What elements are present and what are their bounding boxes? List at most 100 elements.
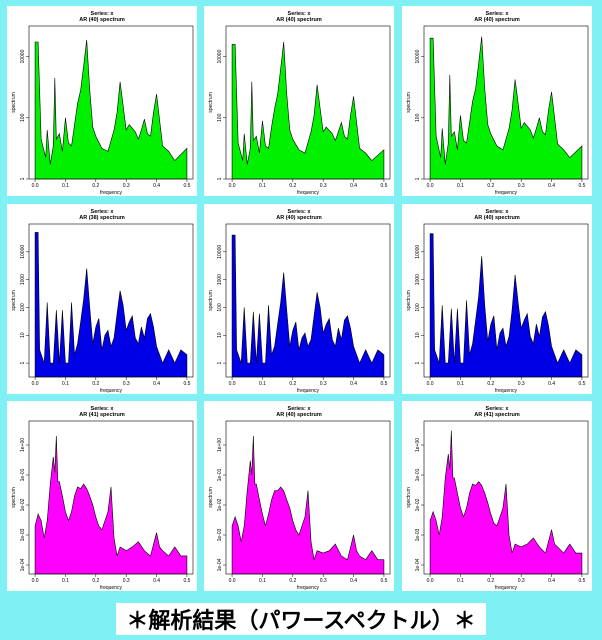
x-tick-label: 0.2: [487, 578, 494, 584]
x-tick-label: 0.0: [427, 183, 434, 189]
y-tick-label: 1: [217, 361, 223, 364]
x-axis-label: frequency: [297, 388, 319, 394]
x-tick-label: 0.5: [183, 381, 190, 387]
x-axis-label: frequency: [100, 585, 122, 591]
x-tick-label: 0.3: [320, 183, 327, 189]
y-tick-label: 100: [415, 303, 421, 312]
y-axis-label: spectrum: [208, 290, 214, 311]
x-tick-label: 0.4: [350, 381, 357, 387]
x-tick-label: 0.2: [289, 183, 296, 189]
y-tick-label: 1e-02: [20, 498, 26, 511]
x-tick-label: 0.4: [548, 183, 555, 189]
x-axis-label: frequency: [297, 190, 319, 196]
x-tick-label: 0.1: [62, 381, 69, 387]
x-tick-label: 0.5: [380, 381, 387, 387]
x-tick-label: 0.3: [518, 381, 525, 387]
y-tick-label: 1e-03: [415, 528, 421, 541]
x-tick-label: 0.0: [32, 183, 39, 189]
y-axis-label: spectrum: [208, 487, 214, 508]
x-tick-label: 0.0: [229, 381, 236, 387]
y-tick-label: 1e-01: [217, 468, 223, 481]
plot-frame: [423, 420, 589, 575]
spectrum-panel: Series: x AR (40) spectrum 0.0 0.1 0.2 0.3 0.4…: [204, 401, 394, 591]
x-tick-label: 0.2: [289, 381, 296, 387]
chart-subtitle: AR (40) spectrum: [474, 17, 520, 23]
chart-title: Series: x: [288, 209, 312, 215]
x-tick-label: 0.3: [320, 578, 327, 584]
x-tick-label: 0.2: [487, 381, 494, 387]
y-tick-label: 1e-01: [415, 468, 421, 481]
chart-title: Series: x: [288, 11, 312, 17]
spectrum-panel: Series: x AR (40) spectrum 0.0 0.1 0.2 0.3 0.4…: [7, 6, 197, 196]
y-tick-label: 1000: [20, 274, 26, 285]
plot-frame: [423, 25, 589, 180]
x-tick-label: 0.5: [578, 578, 585, 584]
x-tick-label: 0.2: [92, 183, 99, 189]
chart-title: Series: x: [91, 209, 115, 215]
spectrum-area: [429, 430, 583, 575]
y-axis-label: spectrum: [406, 290, 412, 311]
x-tick-label: 0.1: [259, 183, 266, 189]
x-tick-label: 0.1: [259, 578, 266, 584]
spectrum-panel: Series: x AR (38) spectrum 0.0 0.1 0.2 0.3 0.4…: [7, 204, 197, 394]
y-tick-label: 100: [20, 113, 26, 122]
x-tick-label: 0.2: [289, 578, 296, 584]
y-tick-label: 1: [20, 361, 26, 364]
x-tick-label: 0.1: [457, 183, 464, 189]
chart-title: Series: x: [486, 406, 510, 412]
spectrum-area: [429, 233, 583, 378]
x-axis-label: frequency: [100, 190, 122, 196]
plot-frame: [28, 25, 194, 180]
chart-title: Series: x: [91, 406, 115, 412]
spectrum-chart: Series: xAR (40) spectrum 0.0 0.1 0.2 0.3 0.4…: [208, 406, 391, 591]
plot-frame: [28, 223, 194, 378]
y-axis-label: spectrum: [11, 487, 17, 508]
y-tick-label: 1: [415, 361, 421, 364]
x-tick-label: 0.0: [427, 381, 434, 387]
chart-subtitle: AR (40) spectrum: [276, 17, 322, 23]
x-tick-label: 0.1: [457, 578, 464, 584]
x-tick-label: 0.4: [350, 578, 357, 584]
spectrum-chart: Series: xAR (41) spectrum 0.0 0.1 0.2 0.3 0.4…: [11, 406, 194, 591]
x-axis-label: frequency: [297, 585, 319, 591]
spectrum-chart: Series: xAR (40) spectrum 0.0 0.1 0.2 0.3 0.4…: [208, 11, 391, 196]
x-tick-label: 0.5: [578, 183, 585, 189]
y-tick-label: 1e-03: [20, 528, 26, 541]
chart-title: Series: x: [288, 406, 312, 412]
y-tick-label: 100: [217, 303, 223, 312]
y-tick-label: 10: [20, 332, 26, 338]
y-tick-label: 10000: [217, 245, 223, 259]
x-tick-label: 0.4: [153, 183, 160, 189]
x-tick-label: 0.2: [92, 578, 99, 584]
y-tick-label: 10: [217, 332, 223, 338]
x-tick-label: 0.4: [350, 183, 357, 189]
spectrum-area: [231, 234, 385, 378]
spectrum-area: [34, 435, 188, 575]
x-tick-label: 0.3: [123, 381, 130, 387]
spectrum-chart: Series: xAR (40) spectrum 0.0 0.1 0.2 0.3 0.4…: [406, 11, 589, 196]
chart-subtitle: AR (41) spectrum: [474, 412, 520, 418]
y-tick-label: 1e-04: [415, 558, 421, 571]
y-tick-label: 1: [20, 177, 26, 180]
spectrum-chart: Series: xAR (40) spectrum 0.0 0.1 0.2 0.3 0.4…: [406, 209, 589, 394]
x-tick-label: 0.5: [183, 183, 190, 189]
chart-title: Series: x: [486, 209, 510, 215]
plot-frame: [225, 25, 391, 180]
chart-subtitle: AR (40) spectrum: [276, 412, 322, 418]
x-tick-label: 0.5: [578, 381, 585, 387]
chart-title: Series: x: [486, 11, 510, 17]
x-tick-label: 0.3: [518, 183, 525, 189]
y-tick-label: 1e-02: [415, 498, 421, 511]
y-tick-label: 1e-04: [20, 558, 26, 571]
spectrum-chart: Series: xAR (38) spectrum 0.0 0.1 0.2 0.3 0.4…: [11, 209, 194, 394]
x-tick-label: 0.5: [380, 183, 387, 189]
spectrum-area: [34, 232, 188, 378]
x-tick-label: 0.5: [183, 578, 190, 584]
x-tick-label: 0.3: [123, 183, 130, 189]
spectrum-chart: Series: xAR (40) spectrum 0.0 0.1 0.2 0.3 0.4…: [11, 11, 194, 196]
y-tick-label: 100: [415, 113, 421, 122]
y-tick-label: 1e-03: [217, 528, 223, 541]
x-tick-label: 0.4: [153, 578, 160, 584]
x-tick-label: 0.3: [518, 578, 525, 584]
plot-frame: [423, 223, 589, 378]
